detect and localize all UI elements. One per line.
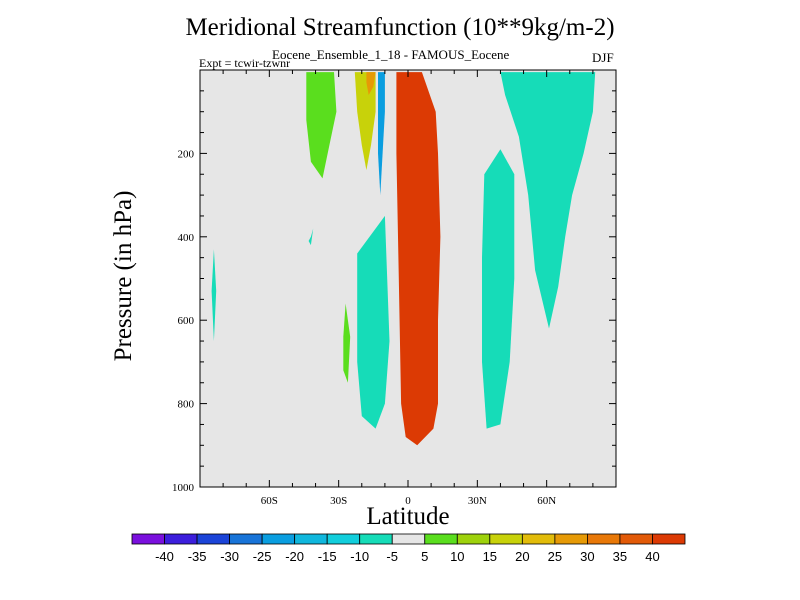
colorbar-swatch — [131, 533, 165, 545]
colorbar-label: 30 — [580, 549, 594, 564]
colorbar-swatch — [326, 533, 361, 545]
y-tick-label: 600 — [178, 315, 195, 327]
colorbar-label: 25 — [548, 549, 562, 564]
axes: 60S 30S 0 30N 60N 200 400 600 800 1000 — [172, 70, 616, 507]
colorbar-swatch — [456, 533, 491, 545]
colorbar-swatch — [424, 533, 458, 545]
colorbar-swatch — [391, 533, 426, 545]
colorbar-label: -10 — [350, 549, 369, 564]
season-label: DJF — [592, 50, 614, 65]
colorbar-label: 15 — [483, 549, 497, 564]
colorbar-swatch — [652, 533, 686, 545]
x-tick-label: 60S — [261, 495, 278, 507]
colorbar-swatch — [521, 533, 556, 545]
y-tick-label: 800 — [178, 399, 195, 411]
colorbar-swatch — [554, 533, 588, 545]
colorbar-label: -15 — [318, 549, 337, 564]
contour-region — [357, 215, 390, 429]
contour-region — [308, 228, 314, 246]
x-tick-label: 0 — [405, 495, 411, 507]
colorbar-swatch — [164, 533, 198, 545]
colorbar-swatch — [587, 533, 621, 545]
contour-region — [366, 72, 376, 95]
colorbar: -40 -35 -30 -25 -20 -15 -10 -5 5 10 15 20 25 30 35 40 — [131, 533, 686, 564]
contour-regions — [211, 72, 596, 446]
colorbar-label: 40 — [645, 549, 659, 564]
colorbar-label: -30 — [220, 549, 239, 564]
colorbar-swatch — [196, 533, 230, 545]
chart-title: Meridional Streamfunction (10**9kg/m-2) — [185, 14, 615, 41]
contour-region — [354, 72, 376, 171]
colorbar-swatch — [489, 533, 523, 545]
x-axis-label: Latitude — [366, 503, 450, 530]
chart-subtitle: Eocene_Ensemble_1_18 - FAMOUS_Eocene — [272, 47, 510, 62]
colorbar-label: -20 — [285, 549, 304, 564]
contour-region — [396, 72, 441, 446]
y-tick-label: 400 — [178, 232, 195, 244]
colorbar-label: 10 — [450, 549, 464, 564]
colorbar-swatch — [229, 533, 263, 545]
contour-region — [482, 149, 515, 429]
x-tick-label: 30S — [330, 495, 347, 507]
colorbar-swatch — [261, 533, 296, 545]
x-tick-label: 60N — [537, 495, 556, 507]
contour-region — [306, 72, 337, 179]
colorbar-swatch — [359, 533, 393, 545]
x-tick-label: 30N — [468, 495, 487, 507]
contour-region — [211, 249, 217, 342]
colorbar-label: -40 — [155, 549, 174, 564]
contour-region — [343, 303, 351, 383]
y-tick-label: 1000 — [172, 482, 195, 494]
colorbar-label: -5 — [386, 549, 398, 564]
colorbar-label: 20 — [515, 549, 529, 564]
contour-region — [500, 72, 596, 329]
contour-region — [378, 72, 385, 196]
colorbar-label: 5 — [421, 549, 428, 564]
colorbar-label: -35 — [188, 549, 207, 564]
colorbar-label: 35 — [613, 549, 627, 564]
experiment-label: Expt = tcwir-tzwnr — [199, 56, 291, 70]
colorbar-label: -25 — [253, 549, 272, 564]
colorbar-swatch — [619, 533, 653, 545]
colorbar-swatch — [294, 533, 328, 545]
y-tick-label: 200 — [178, 148, 195, 160]
